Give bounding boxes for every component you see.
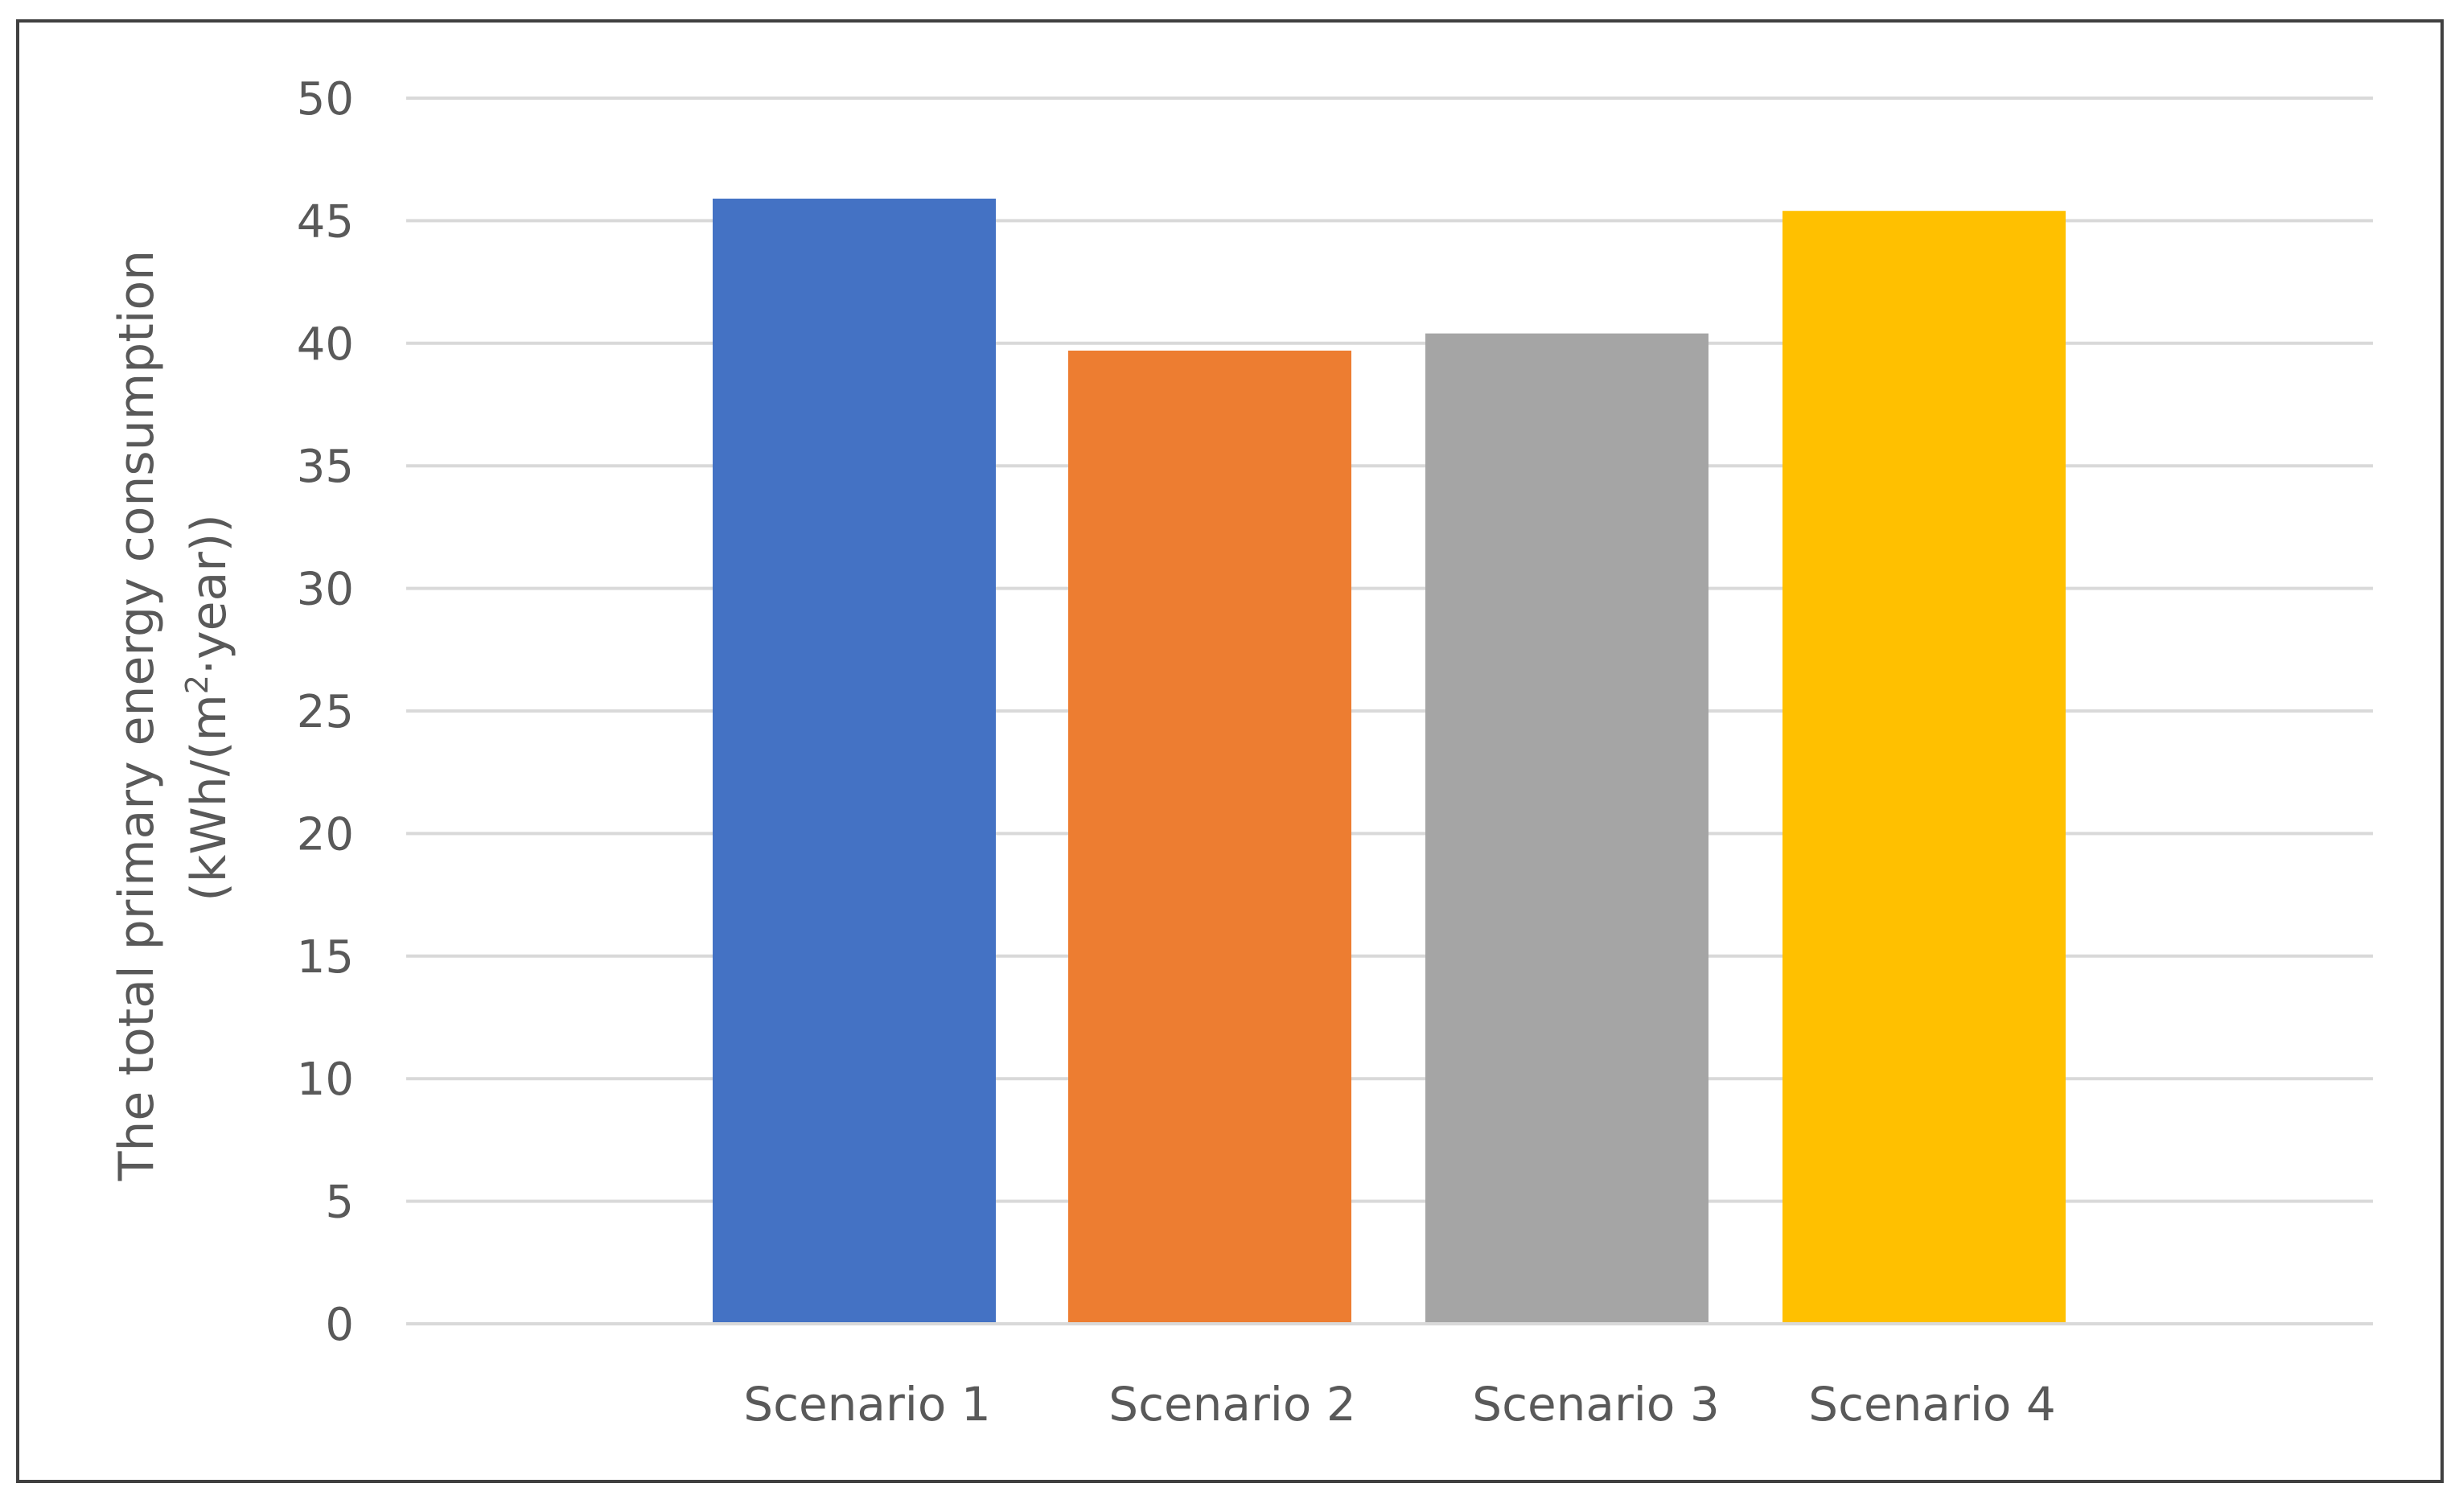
y-tick-label: 30: [297, 564, 354, 616]
y-tick-label: 5: [325, 1177, 354, 1229]
gridlines: [406, 97, 2373, 1325]
x-category-labels: Scenario 1 Scenario 2 Scenario 3 Scenario 4: [743, 1377, 2055, 1432]
y-tick-label: 45: [297, 195, 354, 248]
y-tick-label: 0: [325, 1299, 354, 1351]
x-category-label: Scenario 3: [1472, 1377, 1719, 1432]
y-tick-label: 25: [297, 686, 354, 738]
y-tick-labels: 0 5 10 15 20 25 30 35 40 45 50: [297, 73, 354, 1351]
bar-3: [1425, 333, 1708, 1324]
y-axis-title: The total primary energy consumption (kW…: [109, 235, 237, 1182]
bar-1: [713, 198, 996, 1324]
y-tick-label: 40: [297, 318, 354, 371]
y-tick-label: 15: [297, 931, 354, 984]
y-axis-title-line-2: (kWh/(m2·year)): [179, 514, 237, 902]
x-category-label: Scenario 2: [1108, 1377, 1355, 1432]
y-tick-label: 10: [297, 1054, 354, 1106]
x-category-label: Scenario 4: [1808, 1377, 2055, 1432]
y-tick-label: 20: [297, 808, 354, 861]
y-tick-label: 35: [297, 441, 354, 493]
bar-4: [1782, 211, 2066, 1324]
y-tick-label: 50: [297, 73, 354, 125]
bars: [406, 198, 2373, 1325]
x-category-label: Scenario 1: [743, 1377, 990, 1432]
bar-2: [1068, 350, 1351, 1325]
y-axis-title-line-1: The total primary energy consumption: [109, 250, 165, 1181]
